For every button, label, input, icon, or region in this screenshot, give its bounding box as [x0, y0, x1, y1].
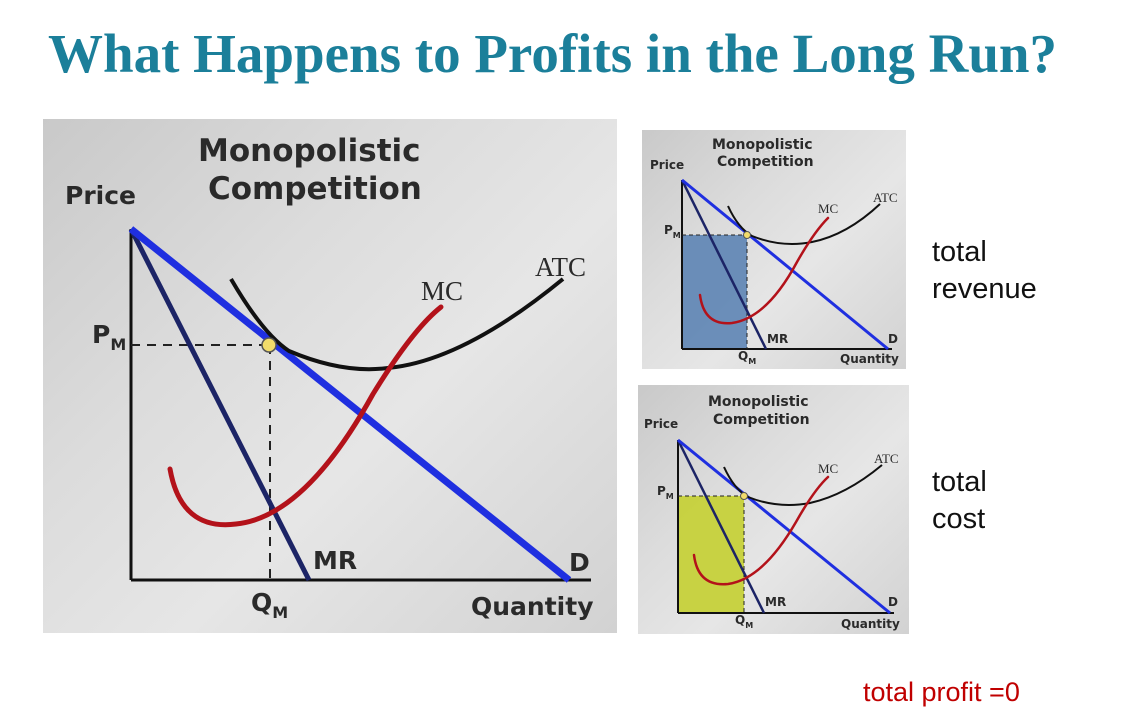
tangency-point: [743, 231, 751, 239]
quantity-axis-label: Quantity: [840, 352, 899, 366]
marginal-revenue-curve: [676, 439, 766, 614]
main-diagram: Monopolistic Competition Price PM QM MR …: [43, 119, 617, 633]
demand-curve: [677, 438, 891, 615]
price-axis-label: Price: [644, 417, 678, 431]
mc-label: MC: [818, 201, 838, 216]
mc-curve: [692, 475, 830, 586]
marginal-revenue-curve: [680, 179, 768, 350]
total-cost-label-line2: cost: [932, 503, 986, 535]
total-revenue-area: [682, 235, 747, 349]
quantity-axis-label: Quantity: [841, 617, 900, 631]
price-pm-label: PM: [92, 320, 126, 354]
quantity-qm-label: QM: [735, 613, 753, 630]
tangency-point: [261, 337, 277, 353]
demand-curve: [128, 226, 572, 583]
diagram-title-line2: Competition: [208, 171, 422, 207]
diagram-title-line1: Monopolistic: [712, 137, 813, 153]
price-pm-label: PM: [657, 484, 674, 501]
total-revenue-label-line2: revenue: [932, 273, 1037, 305]
diagram-title-line2: Competition: [717, 154, 814, 170]
total-revenue-diagram-svg: Monopolistic Competition Price PM QM MR …: [650, 137, 899, 366]
total-cost-label: total cost: [932, 464, 987, 538]
quantity-qm-label: QM: [251, 588, 288, 622]
diagram-title-line1: Monopolistic: [708, 394, 809, 410]
marginal-revenue-curve: [128, 227, 312, 582]
demand-label: D: [888, 595, 898, 609]
mc-curve: [698, 216, 830, 325]
total-cost-label-line1: total: [932, 466, 987, 498]
atc-curve: [727, 203, 881, 245]
demand-curve: [681, 178, 889, 351]
total-revenue-diagram: Monopolistic Competition Price PM QM MR …: [642, 130, 906, 369]
atc-curve: [229, 277, 565, 372]
total-profit-label: total profit =0: [863, 677, 1020, 707]
tangency-point: [740, 492, 748, 500]
mc-label: MC: [818, 461, 838, 476]
total-revenue-label: total revenue: [932, 234, 1037, 308]
total-revenue-label-line1: total: [932, 236, 987, 268]
mr-label: MR: [767, 332, 788, 346]
atc-curve: [723, 464, 883, 506]
mc-label: MC: [421, 276, 463, 306]
atc-label: ATC: [873, 190, 898, 205]
atc-label: ATC: [535, 252, 586, 282]
diagram-title-line1: Monopolistic: [198, 133, 421, 169]
mr-label: MR: [313, 546, 357, 575]
slide-title: What Happens to Profits in the Long Run?: [48, 23, 1058, 84]
price-axis-label: Price: [650, 158, 684, 172]
main-diagram-svg: Monopolistic Competition Price PM QM MR …: [65, 133, 594, 622]
price-axis-label: Price: [65, 181, 136, 210]
demand-label: D: [569, 548, 590, 577]
quantity-axis-label: Quantity: [471, 592, 594, 621]
total-cost-area: [678, 496, 744, 613]
diagram-title-line2: Competition: [713, 412, 810, 428]
demand-label: D: [888, 332, 898, 346]
total-cost-diagram-svg: Monopolistic Competition Price PM QM MR …: [644, 394, 900, 631]
total-cost-diagram: Monopolistic Competition Price PM QM MR …: [638, 385, 909, 634]
price-pm-label: PM: [664, 223, 681, 240]
atc-label: ATC: [874, 451, 899, 466]
mc-curve: [167, 304, 444, 528]
mr-label: MR: [765, 595, 786, 609]
quantity-qm-label: QM: [738, 349, 756, 366]
